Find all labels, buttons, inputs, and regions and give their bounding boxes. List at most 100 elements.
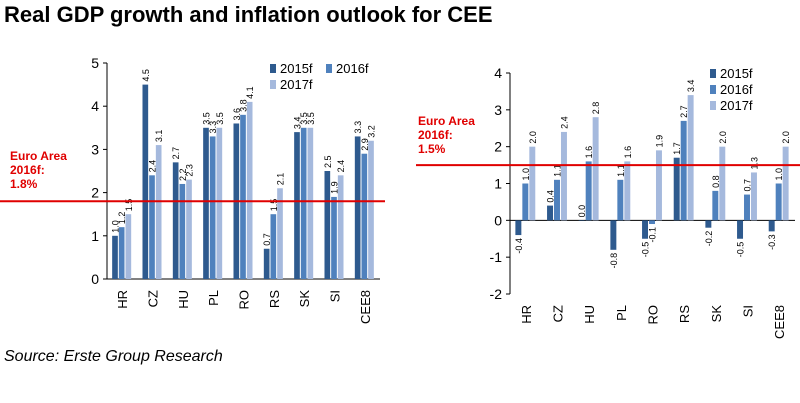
- y-tick-label: 0: [91, 271, 99, 287]
- bar-2016f: [209, 136, 216, 279]
- value-label: 3.8: [239, 99, 249, 112]
- bar-2016f: [744, 194, 750, 221]
- value-label: 3.2: [367, 125, 377, 138]
- value-label: 1.9: [654, 135, 664, 148]
- bar-2017f: [719, 146, 726, 221]
- bar-2015f: [642, 220, 649, 239]
- value-label: -0.5: [736, 242, 746, 258]
- category-label: CEE8: [358, 290, 373, 324]
- category-label: HU: [176, 290, 191, 309]
- bar-2017f: [368, 140, 374, 279]
- value-label: -0.1: [648, 227, 658, 243]
- value-label: 2.7: [171, 147, 181, 160]
- bar-2017f: [216, 127, 223, 279]
- value-label: 1.5: [124, 199, 134, 212]
- y-tick-label: 4: [91, 98, 99, 114]
- bar-2015f: [578, 220, 585, 221]
- value-label: 2.1: [276, 173, 286, 186]
- bar-2015f: [112, 235, 118, 279]
- bar-2017f: [655, 150, 662, 221]
- gdp-euro-area-label: Euro Area 2016f: 1.8%: [10, 149, 70, 191]
- category-label: SK: [709, 305, 724, 323]
- y-tick-label: 4: [494, 65, 502, 81]
- bar-2015f: [673, 157, 680, 221]
- bar-2017f: [186, 179, 192, 279]
- bar-2015f: [610, 220, 617, 250]
- bar-2015f: [768, 220, 775, 232]
- value-label: 3.4: [292, 117, 302, 130]
- category-label: SI: [741, 305, 756, 317]
- y-tick-label: 1: [494, 176, 502, 192]
- value-label: 3.5: [201, 112, 211, 125]
- value-label: 3.3: [208, 121, 218, 134]
- bar-2015f: [294, 132, 300, 279]
- value-label: 3.6: [232, 108, 242, 121]
- category-label: PL: [614, 305, 629, 321]
- y-tick-label: -1: [490, 249, 503, 265]
- bar-2017f: [125, 214, 132, 279]
- category-label: HU: [582, 305, 597, 324]
- bar-2016f: [775, 183, 782, 221]
- value-label: 2.0: [528, 131, 538, 144]
- value-label: 2.0: [718, 131, 728, 144]
- bar-2015f: [737, 220, 744, 239]
- value-label: 1.1: [553, 164, 563, 177]
- legend-label: 2016f: [336, 61, 369, 76]
- inflation-chart: -2 -1 0 1 2 3 4 HR -0.4 1.0 2.0 CZ 0.4 1.1 2.4 HU 0.0 1.6…: [490, 65, 795, 339]
- value-label: 2.7: [679, 105, 689, 118]
- bar-2016f: [331, 196, 337, 279]
- value-label: 1.0: [110, 220, 120, 233]
- value-label: 0.8: [711, 175, 721, 188]
- legend-swatch: [710, 101, 716, 110]
- value-label: 1.6: [584, 146, 594, 159]
- bar-2016f: [585, 161, 592, 221]
- value-label: 2.3: [185, 164, 195, 177]
- value-label: 0.4: [546, 190, 556, 203]
- y-tick-label: 1: [91, 228, 99, 244]
- category-label: HR: [115, 290, 130, 309]
- bar-2017f: [307, 127, 314, 279]
- legend-label: 2016f: [720, 82, 753, 97]
- bar-2017f: [782, 146, 789, 221]
- bar-2016f: [554, 179, 560, 221]
- bar-2016f: [270, 214, 277, 279]
- category-label: HR: [519, 305, 534, 324]
- bar-2015f: [547, 205, 554, 221]
- bar-2016f: [118, 227, 125, 279]
- bar-2017f: [246, 101, 253, 279]
- legend-swatch: [326, 64, 332, 73]
- value-label: 4.5: [141, 69, 151, 82]
- value-label: 2.9: [360, 138, 370, 151]
- bar-2015f: [515, 220, 522, 236]
- legend-swatch: [710, 85, 716, 94]
- legend-swatch: [270, 64, 276, 73]
- category-label: RS: [267, 290, 282, 308]
- y-tick-label: 5: [91, 55, 99, 71]
- bar-2015f: [354, 136, 361, 279]
- bar-2016f: [240, 114, 246, 279]
- value-label: 3.3: [353, 121, 363, 134]
- value-label: -0.8: [609, 253, 619, 269]
- bar-2016f: [149, 175, 155, 279]
- bar-2016f: [617, 179, 624, 221]
- y-tick-label: 2: [91, 185, 99, 201]
- value-label: 4.1: [245, 86, 255, 99]
- bar-2016f: [680, 120, 687, 221]
- bar-2017f: [750, 172, 757, 221]
- bar-2015f: [142, 84, 149, 279]
- page-title: Real GDP growth and inflation outlook fo…: [4, 2, 493, 27]
- category-label: RO: [237, 290, 252, 310]
- bar-2017f: [624, 161, 631, 221]
- y-tick-label: 0: [494, 212, 502, 228]
- category-label: CZ: [551, 305, 566, 322]
- value-label: 1.6: [623, 146, 633, 159]
- value-label: 2.8: [591, 102, 601, 115]
- category-label: CEE8: [772, 305, 787, 339]
- value-label: 3.4: [686, 80, 696, 93]
- bar-2017f: [277, 188, 283, 279]
- value-label: 0.7: [743, 179, 753, 192]
- value-label: 3.5: [299, 112, 309, 125]
- category-label: SI: [328, 290, 343, 302]
- source-note: Source: Erste Group Research: [4, 348, 223, 365]
